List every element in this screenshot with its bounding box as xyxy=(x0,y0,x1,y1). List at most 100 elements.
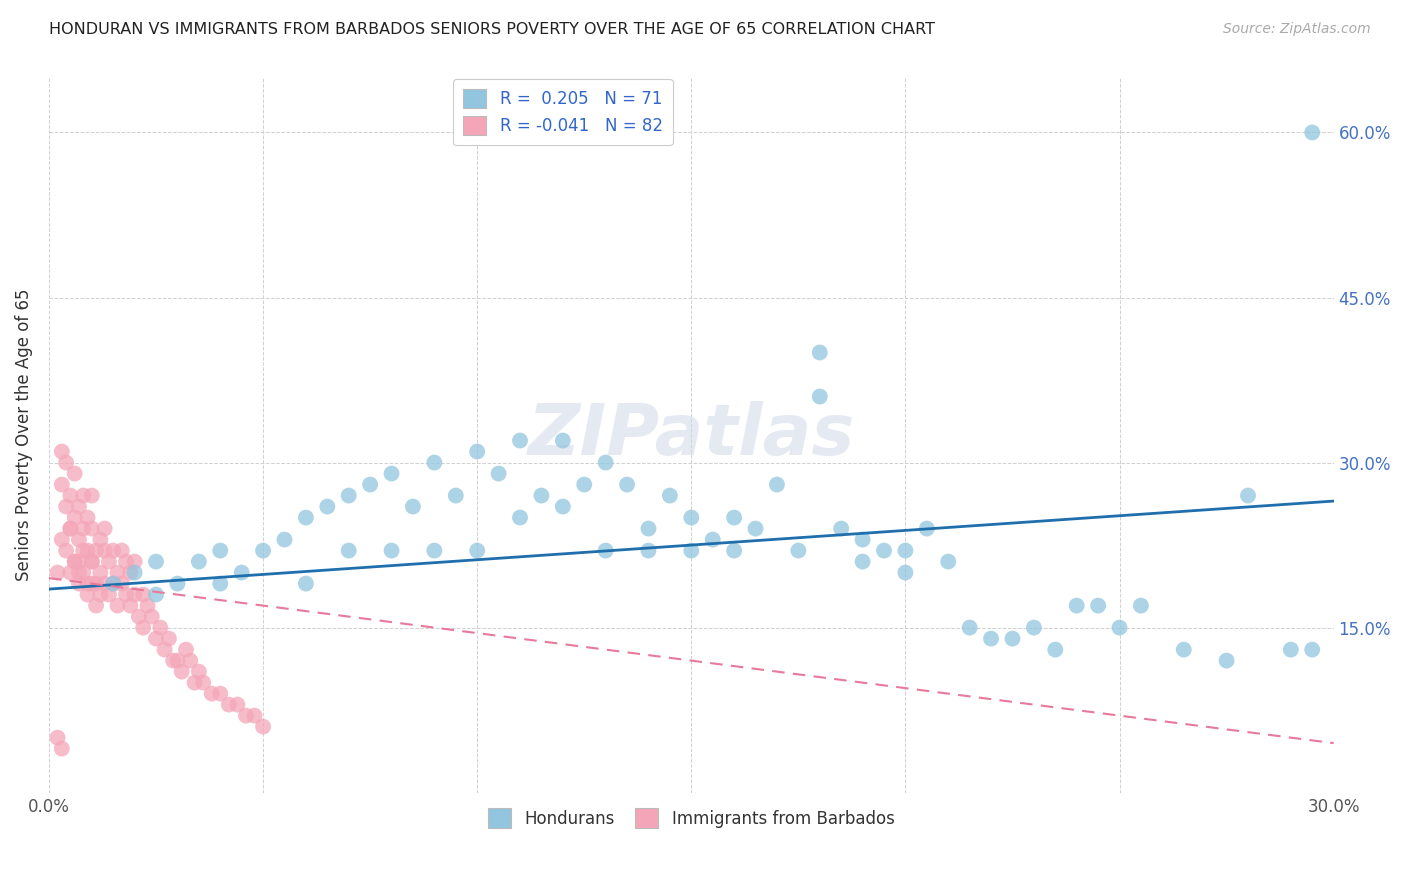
Point xyxy=(93,522,115,536)
Point xyxy=(295,510,318,524)
Point xyxy=(873,543,896,558)
Point xyxy=(1279,642,1302,657)
Point xyxy=(509,510,531,524)
Point xyxy=(128,609,150,624)
Point xyxy=(63,555,86,569)
Point xyxy=(166,576,188,591)
Point xyxy=(316,500,339,514)
Point xyxy=(191,675,214,690)
Point xyxy=(76,543,98,558)
Point xyxy=(252,543,274,558)
Point xyxy=(72,543,94,558)
Point xyxy=(80,522,103,536)
Point xyxy=(179,654,201,668)
Point xyxy=(80,576,103,591)
Point xyxy=(658,489,681,503)
Point xyxy=(63,510,86,524)
Point xyxy=(1129,599,1152,613)
Point xyxy=(574,477,596,491)
Point xyxy=(894,543,917,558)
Point xyxy=(359,477,381,491)
Point xyxy=(337,543,360,558)
Point xyxy=(46,566,69,580)
Point xyxy=(63,555,86,569)
Point xyxy=(145,632,167,646)
Point xyxy=(132,588,155,602)
Point xyxy=(218,698,240,712)
Text: Source: ZipAtlas.com: Source: ZipAtlas.com xyxy=(1223,22,1371,37)
Point xyxy=(787,543,810,558)
Point xyxy=(1215,654,1237,668)
Point xyxy=(55,456,77,470)
Point xyxy=(402,500,425,514)
Point xyxy=(226,698,249,712)
Point xyxy=(423,543,446,558)
Point xyxy=(89,588,111,602)
Point xyxy=(616,477,638,491)
Point xyxy=(84,543,107,558)
Point xyxy=(59,566,82,580)
Point xyxy=(273,533,295,547)
Point xyxy=(595,456,617,470)
Point xyxy=(145,588,167,602)
Point xyxy=(766,477,789,491)
Point xyxy=(852,555,875,569)
Point xyxy=(723,510,745,524)
Point xyxy=(51,444,73,458)
Point xyxy=(89,533,111,547)
Point xyxy=(93,576,115,591)
Point xyxy=(103,576,125,591)
Point xyxy=(59,522,82,536)
Point xyxy=(444,489,467,503)
Point xyxy=(80,555,103,569)
Text: ZIPatlas: ZIPatlas xyxy=(527,401,855,469)
Point xyxy=(97,588,120,602)
Point xyxy=(67,533,90,547)
Point xyxy=(980,632,1002,646)
Point xyxy=(1237,489,1260,503)
Point xyxy=(124,555,146,569)
Point xyxy=(1022,621,1045,635)
Point xyxy=(201,687,224,701)
Point xyxy=(1001,632,1024,646)
Point xyxy=(380,543,402,558)
Point xyxy=(145,555,167,569)
Point xyxy=(46,731,69,745)
Point xyxy=(120,599,142,613)
Point xyxy=(93,543,115,558)
Point xyxy=(149,621,172,635)
Point xyxy=(76,510,98,524)
Point xyxy=(509,434,531,448)
Point xyxy=(852,533,875,547)
Point xyxy=(1173,642,1195,657)
Point xyxy=(59,522,82,536)
Point xyxy=(67,576,90,591)
Point xyxy=(80,489,103,503)
Point xyxy=(111,543,134,558)
Point xyxy=(1087,599,1109,613)
Text: HONDURAN VS IMMIGRANTS FROM BARBADOS SENIORS POVERTY OVER THE AGE OF 65 CORRELAT: HONDURAN VS IMMIGRANTS FROM BARBADOS SEN… xyxy=(49,22,935,37)
Point xyxy=(235,708,257,723)
Point xyxy=(84,576,107,591)
Point xyxy=(488,467,510,481)
Point xyxy=(84,599,107,613)
Point xyxy=(681,543,703,558)
Point xyxy=(243,708,266,723)
Point xyxy=(120,566,142,580)
Point xyxy=(1301,642,1323,657)
Point xyxy=(51,477,73,491)
Point xyxy=(115,555,138,569)
Point xyxy=(89,566,111,580)
Legend: Hondurans, Immigrants from Barbados: Hondurans, Immigrants from Barbados xyxy=(481,802,901,834)
Point xyxy=(1045,642,1067,657)
Point xyxy=(595,543,617,558)
Point xyxy=(423,456,446,470)
Point xyxy=(67,500,90,514)
Point xyxy=(209,687,232,701)
Point xyxy=(723,543,745,558)
Point xyxy=(55,543,77,558)
Point xyxy=(681,510,703,524)
Point xyxy=(157,632,180,646)
Point xyxy=(295,576,318,591)
Point xyxy=(80,555,103,569)
